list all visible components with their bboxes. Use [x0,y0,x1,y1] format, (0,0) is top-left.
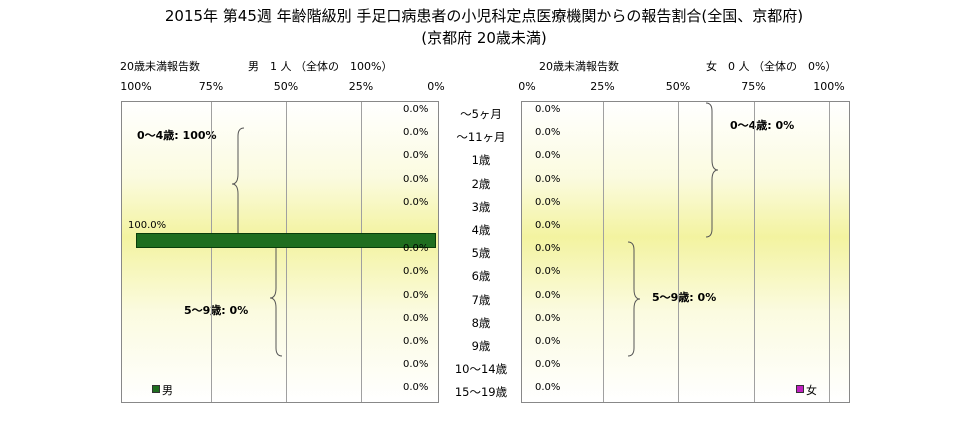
male-bar-value: 0.0% [403,359,429,371]
female-bar-value: 0.0% [535,336,561,347]
male-bar-value: 0.0% [403,104,429,115]
female-gridline [602,102,604,402]
female-lower-brace [627,241,641,357]
female-bar-value: 0.0% [535,104,561,115]
age-category-label: 9歳 [471,339,491,353]
male-tick-label: 0% [427,80,445,93]
male-bar-value: 0.0% [403,289,429,301]
female-tick-label: 50% [665,80,691,93]
female-plot-area [521,101,850,403]
male-tick-label: 100% [120,80,152,93]
age-category-label: 15～19歳 [454,385,508,400]
female-gridline [753,102,755,402]
female-gridline [829,102,830,402]
male-tick-label: 75% [198,80,224,93]
male-group-5-9: 5～9歳: 0% [184,304,249,317]
male-header-label: 20歳未満報告数 [120,60,200,73]
female-tick-label: 75% [741,80,766,93]
male-bar [136,233,436,248]
age-category-label: ～11ヶ月 [456,130,506,145]
male-bar-value: 0.0% [403,127,429,139]
female-tick-label: 0% [518,80,536,93]
male-gridline [361,102,362,402]
male-legend-label: 男 [162,384,173,397]
female-group-0-4: 0～4歳: 0% [730,119,795,132]
chart-subtitle: (京都府 20歳未満) [421,29,547,47]
female-legend-label: 女 [806,384,817,397]
male-bar-value: 0.0% [403,266,429,278]
female-bar-value: 0.0% [535,243,561,255]
female-legend-swatch [796,385,804,393]
female-bar-value: 0.0% [535,312,561,324]
male-tick-label: 25% [348,80,374,93]
female-bar-value: 0.0% [535,289,561,301]
male-bar-value: 0.0% [403,196,429,208]
male-gridline [211,102,212,402]
male-bar-value: 0.0% [403,382,429,394]
female-tick-label: 100% [813,80,845,93]
male-bar-value: 0.0% [403,150,429,162]
male-tick-label: 50% [273,80,299,93]
female-bar-value: 0.0% [535,127,561,139]
age-category-label: 10～14歳 [454,362,508,377]
male-bar-value: 0.0% [403,336,429,347]
age-category-label: 4歳 [471,223,491,237]
age-category-label: 1歳 [471,153,491,168]
male-plot-area [121,101,439,403]
female-bar-value: 0.0% [535,220,561,231]
age-category-label: 2歳 [471,176,491,191]
female-bar-value: 0.0% [535,359,561,371]
male-group-0-4: 0～4歳: 100% [137,129,217,142]
female-header-count: 女 0 人 （全体の 0%） [706,60,837,73]
female-bar-value: 0.0% [535,150,561,162]
male-legend-swatch [152,385,160,393]
male-gridline [286,102,287,402]
age-category-label: ～5ヶ月 [460,107,502,121]
male-bar-value: 0.0% [403,243,429,255]
female-header-label: 20歳未満報告数 [539,60,619,73]
female-gridline [678,102,679,402]
female-bar-value: 0.0% [535,196,561,208]
male-header-count: 男 1 人 （全体の 100%） [248,60,393,73]
male-bar-value: 0.0% [403,312,429,324]
female-bar-value: 0.0% [535,382,561,394]
female-legend: 女 [796,382,817,398]
chart-title: 2015年 第45週 年齢階級別 手足口病患者の小児科定点医療機関からの報告割合… [164,7,804,25]
age-category-label: 8歳 [471,315,491,330]
male-bar-value: 100.0% [128,220,167,231]
female-tick-label: 25% [590,80,615,93]
female-bar-value: 0.0% [535,266,561,278]
male-upper-brace [231,127,245,241]
female-group-5-9: 5～9歳: 0% [652,291,717,304]
female-bar-value: 0.0% [535,173,561,185]
age-category-label: 6歳 [471,269,491,284]
male-legend: 男 [152,382,173,398]
age-category-label: 7歳 [471,292,491,307]
age-category-label: 5歳 [471,246,491,261]
age-category-label: 3歳 [471,199,491,214]
male-lower-brace [269,239,283,357]
female-upper-brace [705,102,719,238]
male-bar-value: 0.0% [403,173,429,185]
